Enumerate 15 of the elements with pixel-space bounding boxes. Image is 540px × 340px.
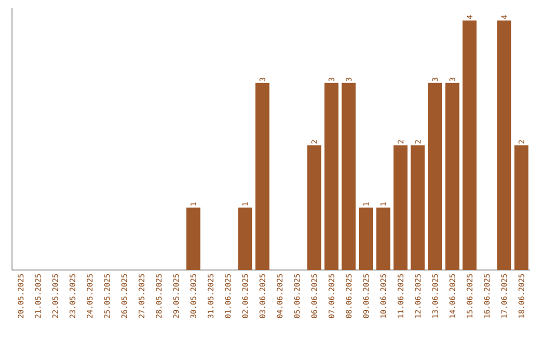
bar: [428, 82, 442, 270]
bar: [255, 82, 270, 270]
bar: [445, 82, 460, 270]
bar: [358, 208, 373, 270]
bar: [376, 208, 390, 270]
bar: [497, 20, 512, 270]
bar: [514, 145, 528, 270]
bar: [307, 145, 322, 270]
bar: [394, 145, 408, 270]
bar: [238, 208, 252, 270]
bar: [462, 20, 477, 270]
bar: [410, 145, 425, 270]
bar: [324, 82, 338, 270]
bar: [342, 82, 356, 270]
bar: [186, 208, 200, 270]
